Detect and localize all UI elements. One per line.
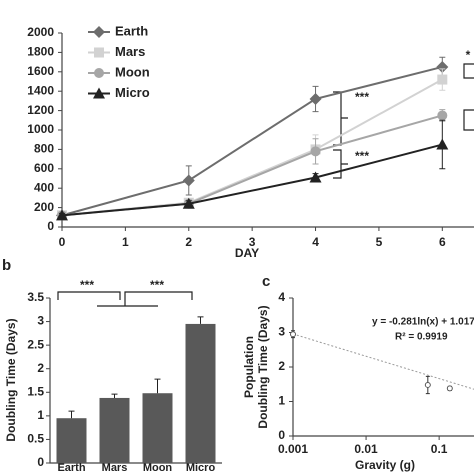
annotation: y = -0.281ln(x) + 1.0173 — [372, 317, 474, 328]
bracket — [57, 291, 193, 307]
legend-label: Moon — [115, 64, 150, 79]
y-tick-label: 1200 — [27, 103, 54, 117]
marker — [182, 197, 195, 209]
bar — [99, 397, 130, 463]
x-tick-label: 6 — [439, 235, 446, 249]
x-tick-label: Moon — [143, 462, 173, 474]
legend-marker — [93, 87, 105, 99]
y-tick-label: 1.5 — [27, 384, 44, 398]
annotation: R² = 0.9919 — [395, 332, 448, 343]
annotation: * — [466, 48, 471, 62]
marker — [310, 146, 321, 157]
bracket — [333, 149, 348, 179]
y-tick-label: 1600 — [27, 64, 54, 78]
point — [290, 331, 296, 338]
y-tick-label: 2000 — [27, 25, 54, 39]
legend-marker — [94, 68, 104, 78]
error-bar — [154, 378, 161, 394]
x-axis-label: DAY — [235, 246, 259, 260]
marker — [309, 92, 322, 105]
y-tick-label: 1800 — [27, 45, 54, 59]
x-tick-label: Mars — [102, 462, 128, 474]
y-tick-label: 2 — [278, 359, 285, 373]
y-tick-label: 4 — [278, 290, 285, 304]
y-axis-label: Doubling Time (Days) — [256, 305, 270, 428]
marker — [436, 138, 449, 150]
annotation: *** — [355, 90, 369, 104]
bracket — [463, 63, 474, 131]
x-tick-label: 0 — [59, 235, 66, 249]
y-tick-label: 800 — [34, 142, 54, 156]
x-axis-label: Gravity (g) — [355, 458, 415, 472]
panel-label: c — [262, 273, 270, 290]
y-tick-label: 1 — [278, 394, 285, 408]
y-tick-label: 0.5 — [27, 432, 44, 446]
y-tick-label: 1 — [37, 408, 44, 422]
marker — [437, 110, 448, 121]
error-bar — [68, 410, 75, 419]
y-tick-label: 0 — [47, 219, 54, 233]
y-axis-label: Doubling Time (Days) — [4, 318, 18, 441]
y-tick-label: 0 — [278, 428, 285, 442]
y-tick-label: 600 — [34, 161, 54, 175]
marker — [182, 174, 195, 187]
x-tick-label: 1 — [122, 235, 129, 249]
x-tick-label: 0.1 — [431, 442, 448, 456]
y-tick-label: 2 — [37, 361, 44, 375]
bar — [185, 323, 216, 463]
legend-label: Micro — [115, 85, 150, 100]
annotation: *** — [80, 278, 94, 292]
y-tick-label: 3 — [37, 314, 44, 328]
x-tick-label: 0.01 — [354, 442, 378, 456]
error-bar — [111, 393, 118, 398]
error-bar — [197, 316, 204, 324]
y-tick-label: 400 — [34, 180, 54, 194]
y-tick-label: 1400 — [27, 83, 54, 97]
bracket — [333, 91, 348, 146]
marker — [436, 60, 449, 73]
bar — [142, 393, 173, 463]
marker — [56, 209, 68, 221]
x-tick-label: Earth — [57, 462, 85, 474]
y-tick-label: 3 — [278, 325, 285, 339]
annotation: *** — [355, 149, 369, 163]
series-line — [61, 65, 443, 217]
y-tick-label: 2.5 — [27, 337, 44, 351]
point — [446, 385, 453, 392]
y-tick-label: 0 — [37, 455, 44, 469]
legend-label: Mars — [115, 44, 145, 59]
legend-marker — [93, 26, 105, 38]
panel-label: b — [2, 257, 11, 274]
legend-marker — [94, 47, 104, 58]
x-tick-label: 3 — [249, 235, 256, 249]
y-tick-label: 1000 — [27, 122, 54, 136]
series-line — [61, 143, 443, 217]
x-tick-label: 2 — [185, 235, 192, 249]
y-axis-label: Population — [242, 336, 256, 398]
bar — [56, 418, 87, 463]
x-tick-label: 4 — [312, 235, 319, 249]
trendline — [292, 333, 474, 390]
y-tick-label: 200 — [34, 200, 54, 214]
x-tick-label: Micro — [186, 462, 216, 474]
marker — [309, 171, 322, 183]
marker — [437, 74, 448, 85]
point — [424, 381, 431, 388]
x-tick-label: 0.001 — [278, 442, 308, 456]
y-tick-label: 3.5 — [27, 290, 44, 304]
annotation: *** — [150, 278, 164, 292]
x-tick-label: 5 — [376, 235, 383, 249]
legend-label: Earth — [115, 23, 148, 38]
